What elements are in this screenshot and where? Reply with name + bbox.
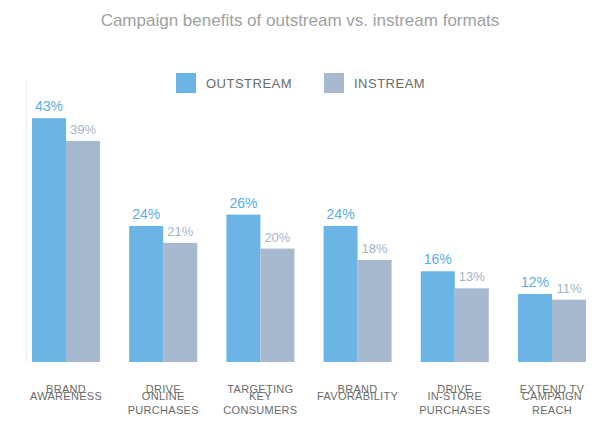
data-label: 11% bbox=[556, 281, 581, 296]
data-label: 20% bbox=[264, 230, 290, 245]
x-tick-label: BRANDFAVORABILITY bbox=[317, 383, 398, 402]
bar bbox=[129, 226, 163, 362]
x-tick-label: DRIVEONLINEPURCHASES bbox=[128, 383, 199, 416]
bars bbox=[32, 118, 586, 362]
bar bbox=[455, 288, 489, 362]
bar bbox=[518, 294, 552, 362]
x-tick-label-line: FAVORABILITY bbox=[317, 390, 398, 402]
bar bbox=[66, 141, 100, 362]
bar bbox=[358, 260, 392, 362]
data-label: 13% bbox=[459, 269, 485, 284]
data-labels: 43% 24% 26% 24% 16% 12% 39% 21% 20% 18% 13% 11% bbox=[35, 98, 582, 295]
x-axis: BRANDAWARENESSDRIVEONLINEPURCHASESTARGET… bbox=[30, 362, 585, 416]
data-label: 21% bbox=[167, 224, 193, 239]
legend-swatch bbox=[176, 73, 196, 93]
x-tick-label-line: CAMPAIGN bbox=[522, 390, 582, 402]
x-tick-label-line: PURCHASES bbox=[128, 404, 199, 416]
legend-label: INSTREAM bbox=[354, 76, 425, 91]
bar bbox=[226, 215, 260, 362]
x-tick-label: TARGETINGKEYCONSUMERS bbox=[223, 383, 297, 416]
bar bbox=[163, 243, 197, 362]
bar bbox=[421, 271, 455, 362]
data-label: 16% bbox=[424, 251, 452, 267]
x-tick-label-line: KEY bbox=[249, 390, 272, 402]
bar bbox=[32, 118, 66, 362]
x-tick-label-line: REACH bbox=[532, 404, 572, 416]
x-tick-label: DRIVEIN-STOREPURCHASES bbox=[419, 383, 490, 416]
bar bbox=[260, 249, 294, 362]
legend-label: OUTSTREAM bbox=[206, 76, 292, 91]
x-tick: DRIVEIN-STOREPURCHASES bbox=[419, 362, 490, 416]
y-axis-line bbox=[26, 79, 27, 363]
data-label: 24% bbox=[132, 206, 160, 222]
data-label: 18% bbox=[362, 241, 388, 256]
x-tick-label-line: AWARENESS bbox=[30, 390, 102, 402]
x-tick: BRANDAWARENESS bbox=[30, 362, 102, 402]
x-tick: TARGETINGKEYCONSUMERS bbox=[223, 362, 297, 416]
x-tick-label-line: CONSUMERS bbox=[223, 404, 297, 416]
data-label: 24% bbox=[327, 206, 355, 222]
x-tick-label: BRANDAWARENESS bbox=[30, 383, 102, 402]
data-label: 12% bbox=[521, 274, 549, 290]
chart: Campaign benefits of outstream vs. instr… bbox=[0, 0, 608, 422]
legend: OUTSTREAM INSTREAM bbox=[176, 73, 425, 93]
title: Campaign benefits of outstream vs. instr… bbox=[101, 11, 500, 30]
legend-swatch bbox=[324, 73, 344, 93]
data-label: 26% bbox=[229, 195, 257, 211]
x-tick-label-line: PURCHASES bbox=[419, 404, 490, 416]
x-tick: EXTEND TVCAMPAIGNREACH bbox=[520, 362, 585, 416]
x-tick: BRANDFAVORABILITY bbox=[317, 362, 398, 402]
x-tick: DRIVEONLINEPURCHASES bbox=[128, 362, 199, 416]
y-axis bbox=[26, 79, 27, 363]
data-label: 43% bbox=[35, 98, 63, 114]
x-tick-label: EXTEND TVCAMPAIGNREACH bbox=[520, 383, 585, 416]
x-tick-label-line: IN-STORE bbox=[427, 390, 482, 402]
x-tick-label-line: ONLINE bbox=[142, 390, 185, 402]
data-label: 39% bbox=[70, 122, 96, 137]
bar bbox=[552, 300, 586, 362]
bar bbox=[324, 226, 358, 362]
